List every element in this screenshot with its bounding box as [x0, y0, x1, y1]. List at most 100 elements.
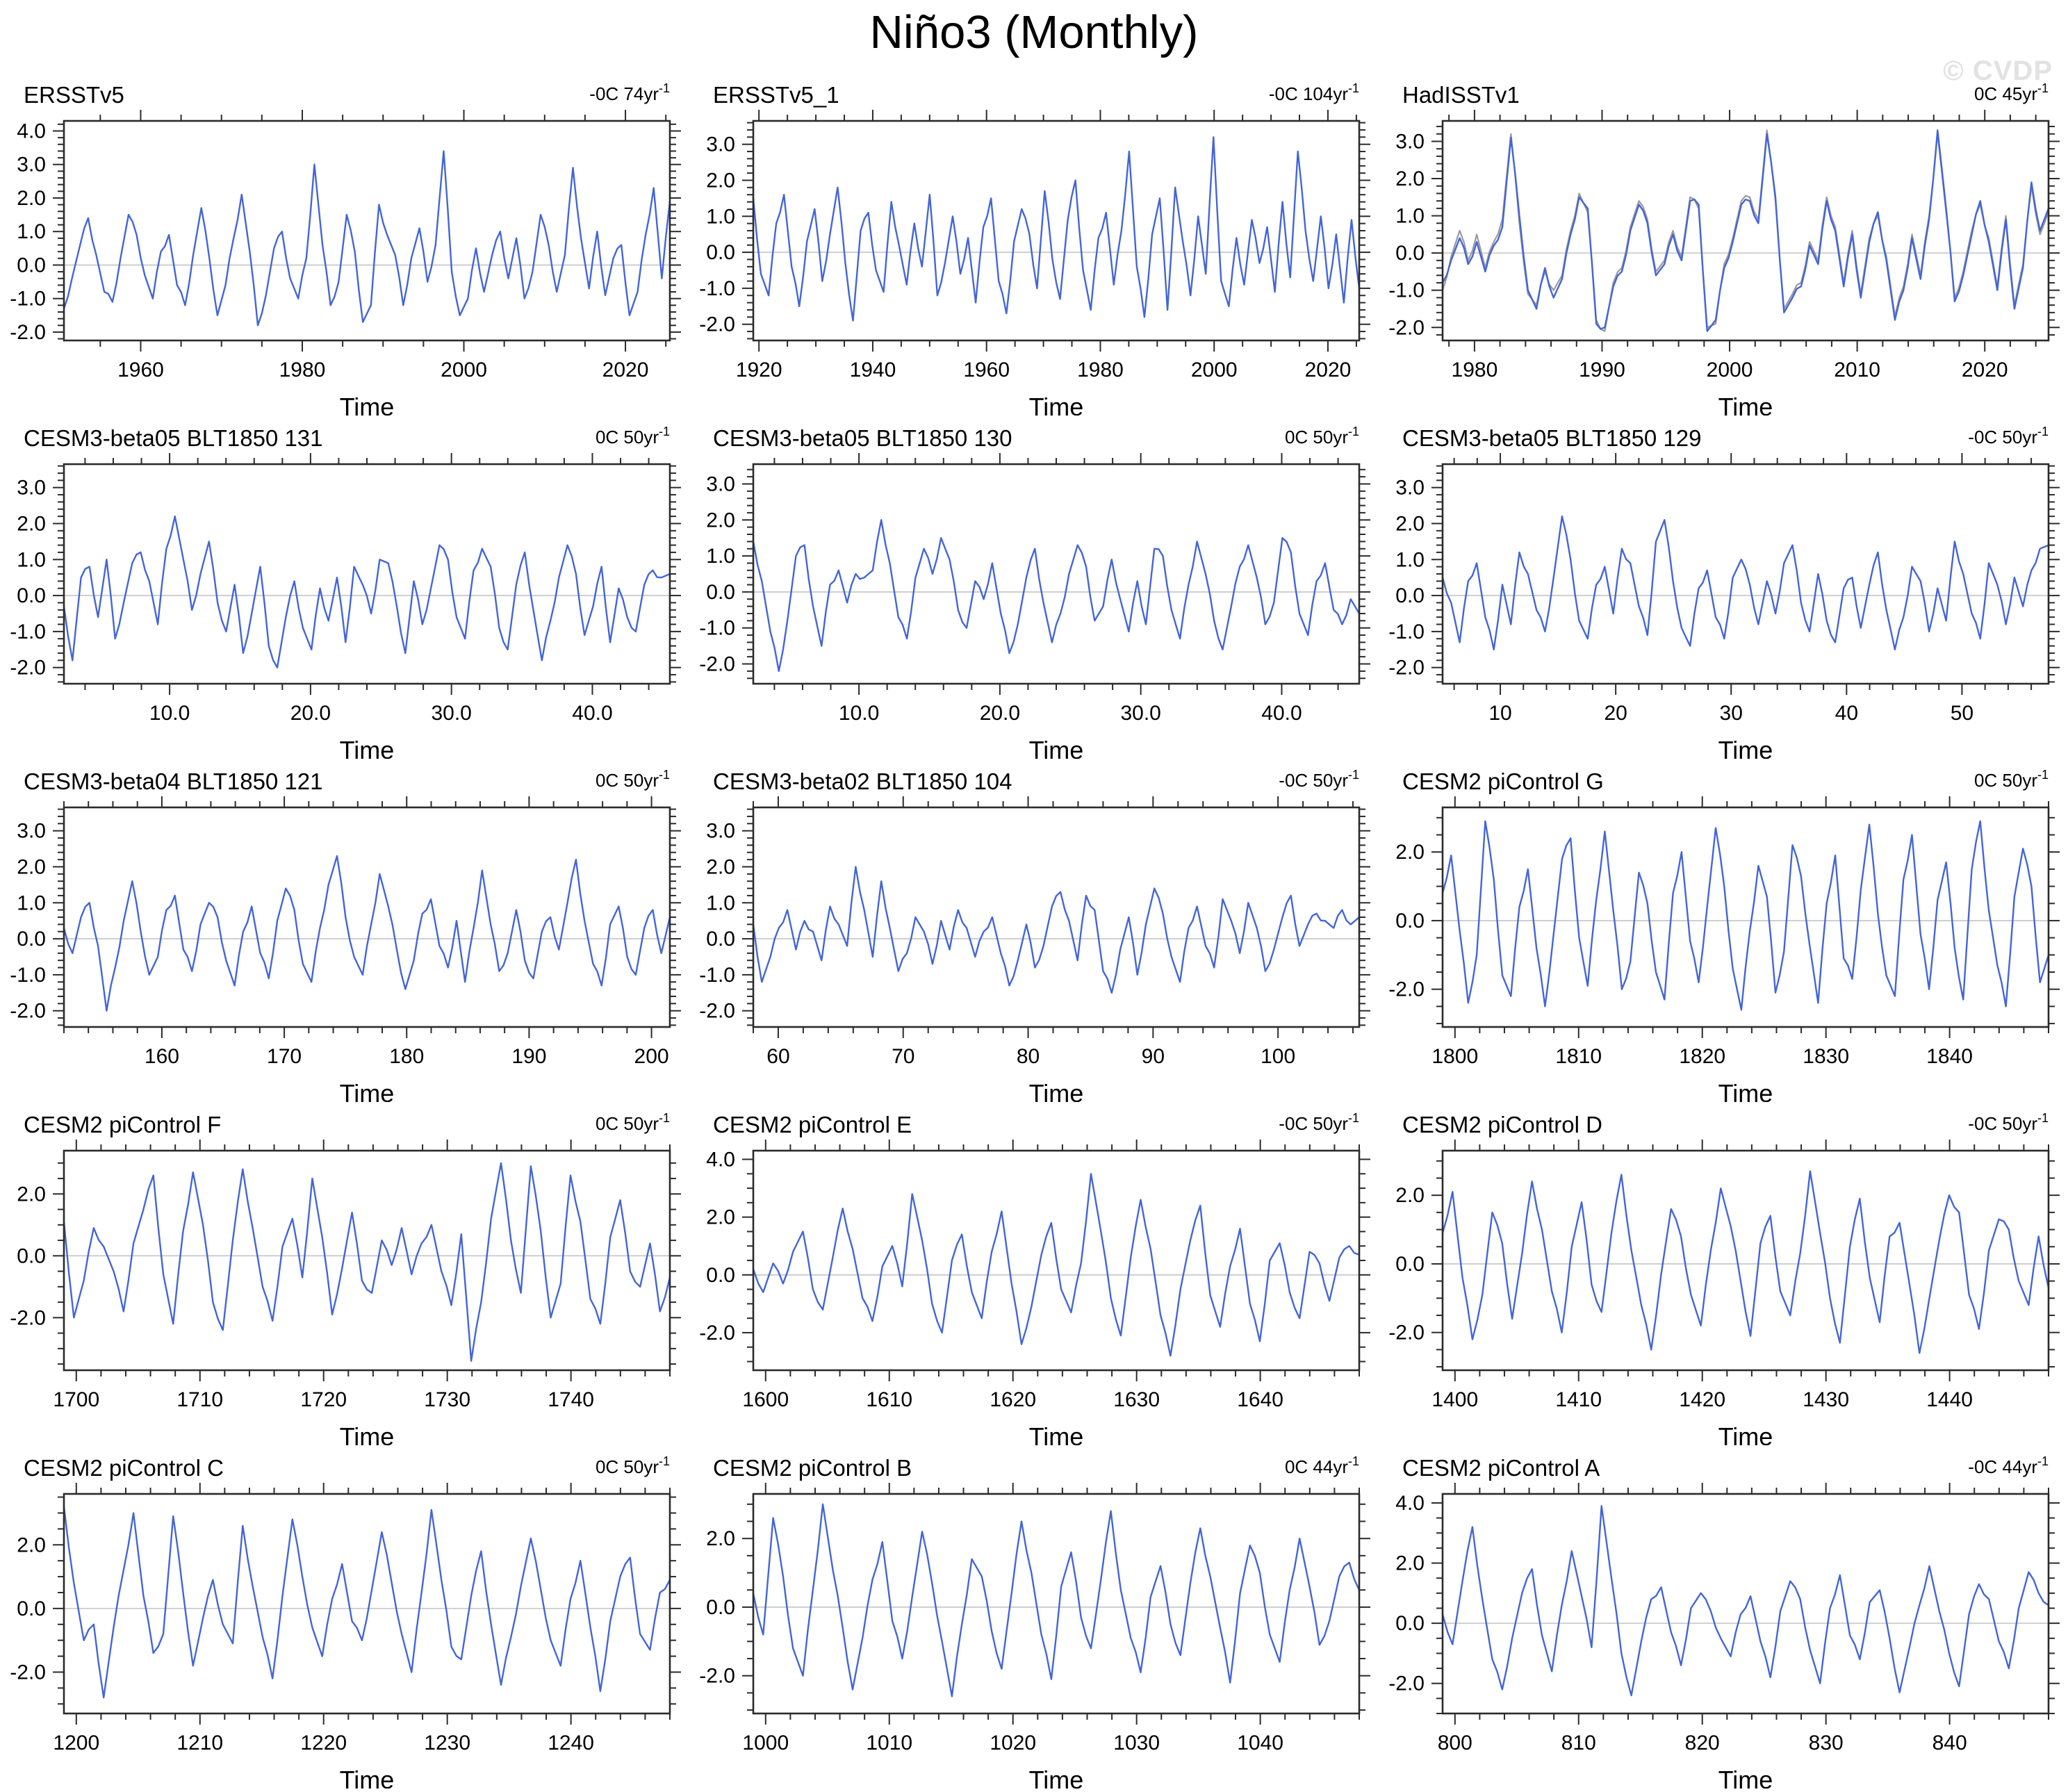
x-tick-label: 1230: [424, 1732, 470, 1754]
x-tick-label: 1960: [963, 359, 1010, 381]
timeseries-chart: CESM3-beta05 BLT1850 130 0C 50yr-1 10.0 2…: [699, 425, 1370, 764]
chart-panel: CESM3-beta02 BLT1850 104 -0C 50yr-1 60 70…: [689, 759, 1379, 1108]
trend-annotation: -0C 50yr-1: [1968, 1111, 2049, 1134]
primary-series-line: [1443, 515, 2049, 650]
y-tick-label: -2.0: [699, 1665, 735, 1688]
x-axis-title: Time: [1718, 736, 1773, 759]
x-tick-label: 20: [1604, 702, 1627, 725]
y-tick-label: 1.0: [706, 891, 735, 914]
y-tick-label: 1.0: [17, 220, 46, 243]
chart-panel: CESM2 piControl A -0C 44yr-1 800 810 820 83…: [1379, 1445, 2068, 1792]
y-tick-label: 2.0: [17, 187, 46, 210]
x-tick-label: 1210: [177, 1732, 223, 1754]
x-axis-title: Time: [340, 1766, 395, 1789]
panel-title: ERSSTv5_1: [713, 82, 839, 108]
y-tick-label: 2.0: [1395, 1552, 1425, 1575]
y-tick-label: -2.0: [699, 1322, 735, 1345]
x-tick-label: 1040: [1237, 1732, 1283, 1754]
y-tick-label: 4.0: [1395, 1492, 1425, 1515]
x-tick-label: 40.0: [572, 702, 612, 725]
trend-annotation: 0C 50yr-1: [596, 425, 670, 447]
y-tick-label: -1.0: [699, 277, 735, 300]
trend-annotation: 0C 50yr-1: [596, 1454, 670, 1477]
y-tick-label: 2.0: [17, 512, 46, 535]
x-axis-title: Time: [340, 736, 395, 759]
panel-title: CESM3-beta04 BLT1850 121: [24, 768, 323, 794]
primary-series-line: [64, 515, 670, 668]
x-tick-label: 1990: [1579, 359, 1625, 381]
x-tick-label: 1200: [53, 1732, 99, 1754]
x-tick-label: 1220: [300, 1732, 347, 1754]
x-tick-label: 2010: [1834, 359, 1880, 381]
primary-series-line: [64, 150, 670, 327]
x-tick-label: 1640: [1237, 1388, 1283, 1411]
trend-annotation: 0C 50yr-1: [1974, 768, 2049, 791]
x-tick-label: 1430: [1803, 1388, 1849, 1411]
x-tick-label: 2020: [1305, 359, 1352, 381]
panel-title: CESM3-beta05 BLT1850 131: [24, 425, 323, 451]
panel-title: CESM2 piControl C: [24, 1455, 224, 1481]
timeseries-chart: CESM2 piControl G 0C 50yr-1 1800 1810 1820…: [1388, 768, 2060, 1108]
x-tick-label: 1610: [866, 1388, 912, 1411]
y-tick-label: 2.0: [17, 1183, 46, 1206]
y-tick-label: 0.0: [706, 581, 735, 604]
chart-panel: CESM2 piControl E -0C 50yr-1 1600 1610 162…: [689, 1102, 1379, 1451]
y-tick-label: -1.0: [699, 964, 735, 987]
y-tick-label: 0.0: [1395, 1612, 1425, 1635]
x-tick-label: 1740: [548, 1388, 594, 1411]
y-tick-label: 1.0: [17, 548, 46, 571]
y-tick-label: -2.0: [10, 657, 46, 680]
x-tick-label: 190: [511, 1045, 546, 1068]
y-tick-label: -1.0: [10, 288, 46, 311]
y-tick-label: 2.0: [706, 169, 735, 192]
trend-annotation: 0C 50yr-1: [1285, 425, 1359, 447]
y-tick-label: 2.0: [706, 1527, 735, 1550]
primary-series-line: [1443, 129, 2049, 332]
timeseries-chart: CESM3-beta04 BLT1850 121 0C 50yr-1 160 17…: [10, 768, 681, 1108]
y-tick-label: 1.0: [706, 545, 735, 568]
x-tick-label: 20.0: [290, 702, 331, 725]
y-tick-label: -2.0: [10, 1000, 46, 1023]
x-tick-label: 10: [1488, 702, 1511, 725]
x-axis-title: Time: [1029, 1422, 1084, 1445]
primary-series-line: [64, 1506, 670, 1699]
x-tick-label: 1980: [1077, 359, 1124, 381]
y-tick-label: 0.0: [706, 928, 735, 951]
x-tick-label: 1020: [990, 1732, 1036, 1754]
x-tick-label: 40: [1835, 702, 1858, 725]
timeseries-chart: CESM2 piControl D -0C 50yr-1 1400 1410 142…: [1388, 1111, 2060, 1451]
x-tick-label: 10.0: [149, 702, 190, 725]
x-tick-label: 1960: [117, 359, 164, 381]
x-tick-label: 1440: [1926, 1388, 1973, 1411]
x-tick-label: 1010: [866, 1732, 912, 1754]
panel-title: CESM3-beta02 BLT1850 104: [713, 768, 1012, 794]
primary-series-line: [1443, 1505, 2049, 1697]
x-tick-label: 800: [1438, 1732, 1472, 1754]
chart-panel: CESM3-beta04 BLT1850 121 0C 50yr-1 160 17…: [0, 759, 689, 1108]
y-tick-label: 2.0: [17, 1534, 46, 1556]
x-tick-label: 830: [1809, 1732, 1844, 1754]
primary-series-line: [1443, 820, 2049, 1011]
y-tick-label: -2.0: [10, 321, 46, 344]
x-tick-label: 2020: [602, 359, 649, 381]
timeseries-chart: CESM2 piControl A -0C 44yr-1 800 810 820 83…: [1388, 1454, 2060, 1792]
y-tick-label: -2.0: [1388, 978, 1425, 1001]
y-tick-label: 3.0: [17, 477, 46, 500]
x-axis-title: Time: [1718, 393, 1773, 416]
y-tick-label: 2.0: [1395, 841, 1425, 864]
y-tick-label: 1.0: [17, 891, 46, 914]
trend-annotation: -0C 50yr-1: [1279, 768, 1359, 791]
timeseries-chart: CESM2 piControl E -0C 50yr-1 1600 1610 162…: [699, 1111, 1370, 1451]
x-tick-label: 200: [634, 1045, 669, 1068]
y-tick-label: 3.0: [706, 820, 735, 843]
x-tick-label: 1980: [1452, 359, 1498, 381]
x-tick-label: 1400: [1431, 1388, 1478, 1411]
x-tick-label: 1630: [1113, 1388, 1160, 1411]
y-tick-label: 2.0: [1395, 167, 1425, 190]
y-tick-label: -2.0: [10, 1661, 46, 1684]
x-tick-label: 160: [145, 1045, 179, 1068]
chart-panel: CESM2 piControl F 0C 50yr-1 1700 1710 1720…: [0, 1102, 689, 1451]
timeseries-chart: ERSSTv5_1 -0C 104yr-1 1920 1940 1960 1980 20…: [699, 81, 1370, 421]
x-tick-label: 1810: [1555, 1045, 1602, 1068]
